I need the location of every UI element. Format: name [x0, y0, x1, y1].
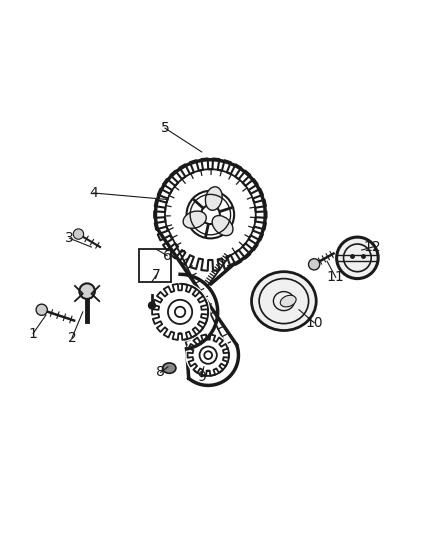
Text: 3: 3 — [65, 231, 74, 245]
Ellipse shape — [205, 187, 222, 211]
Circle shape — [337, 237, 378, 279]
Text: 7: 7 — [152, 268, 161, 282]
Ellipse shape — [183, 211, 206, 228]
Circle shape — [73, 229, 84, 239]
Text: 2: 2 — [67, 331, 76, 345]
Text: 8: 8 — [156, 366, 165, 379]
Ellipse shape — [251, 272, 316, 330]
Circle shape — [152, 156, 269, 273]
Text: 5: 5 — [161, 121, 170, 135]
Text: 10: 10 — [305, 316, 323, 330]
Circle shape — [185, 332, 231, 378]
Text: 11: 11 — [327, 270, 345, 284]
Circle shape — [79, 284, 95, 299]
Circle shape — [148, 302, 155, 309]
Ellipse shape — [212, 215, 233, 236]
Text: 9: 9 — [197, 370, 206, 384]
Text: 12: 12 — [364, 240, 381, 254]
Ellipse shape — [162, 363, 176, 373]
Circle shape — [36, 304, 47, 316]
Bar — [139, 249, 171, 281]
Circle shape — [308, 259, 320, 270]
Text: 1: 1 — [28, 327, 38, 341]
Circle shape — [150, 281, 210, 342]
Ellipse shape — [280, 295, 296, 307]
Text: 4: 4 — [89, 186, 98, 200]
Text: 6: 6 — [162, 249, 172, 263]
